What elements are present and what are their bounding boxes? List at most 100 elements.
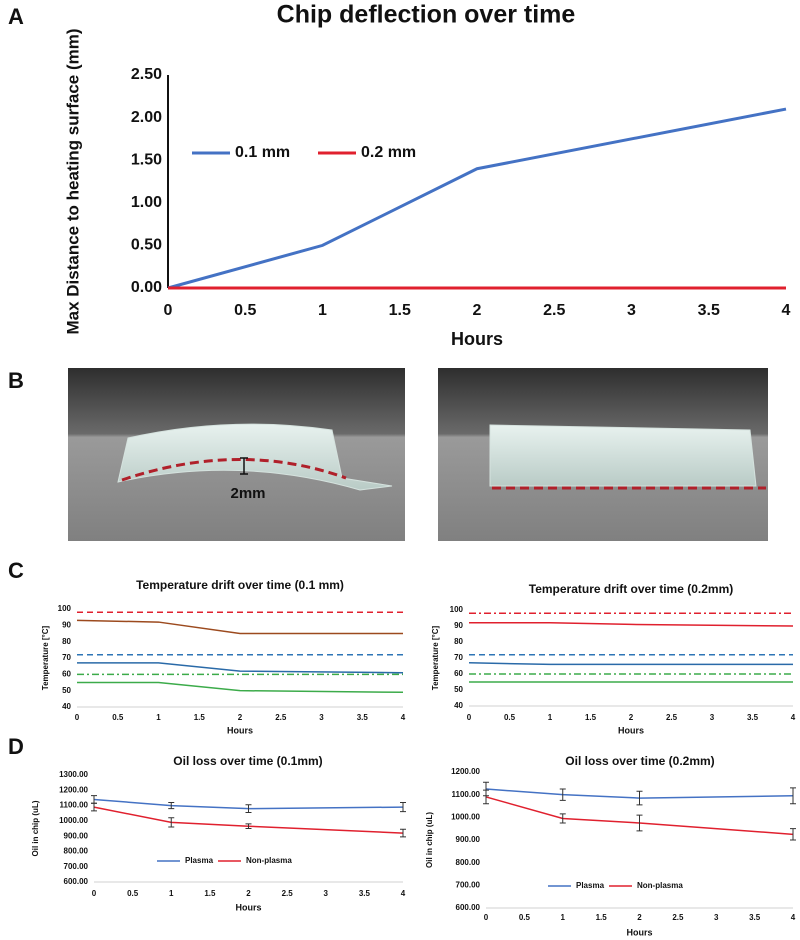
panel-label: C [8, 558, 24, 583]
x-tick-label: 2 [246, 889, 251, 898]
data-line [485, 788, 794, 799]
y-tick-label: 50 [62, 686, 71, 695]
y-axis-label: Max Distance to heating surface (mm) [63, 28, 82, 334]
y-tick-label: 80 [454, 637, 463, 646]
x-tick-label: 3 [627, 302, 636, 319]
x-tick-label: 4 [791, 913, 796, 922]
chart-title: Temperature drift over time (0.1 mm) [136, 578, 344, 592]
y-axis-label: Temperature [°C] [41, 625, 50, 690]
x-tick-label: 3.5 [749, 913, 761, 922]
photo-annotation: 2mm [230, 485, 265, 502]
y-tick-label: 1.00 [131, 194, 162, 211]
y-tick-label: 600.00 [456, 903, 481, 912]
x-tick-label: 4 [791, 713, 796, 722]
x-tick-label: 1 [156, 713, 161, 722]
y-tick-label: 0.00 [131, 279, 162, 296]
data-line [93, 806, 404, 834]
y-tick-label: 1.50 [131, 151, 162, 168]
y-tick-label: 1000.00 [59, 816, 88, 825]
chart-title: Oil loss over time (0.1mm) [173, 754, 322, 768]
x-tick-label: 2 [473, 302, 482, 319]
x-tick-label: 3.5 [357, 713, 369, 722]
y-tick-label: 60 [454, 669, 463, 678]
y-tick-label: 900.00 [456, 835, 481, 844]
data-line [167, 107, 787, 290]
error-bar [559, 788, 566, 801]
error-bar [168, 817, 175, 828]
x-tick-label: 0 [467, 713, 472, 722]
y-tick-label: 90 [454, 621, 463, 630]
y-tick-label: 800.00 [456, 858, 481, 867]
x-tick-label: 2 [637, 913, 642, 922]
x-tick-label: 2.5 [275, 713, 287, 722]
y-tick-label: 70 [62, 653, 71, 662]
y-tick-label: 1200.00 [59, 785, 88, 794]
y-tick-label: 700.00 [456, 880, 481, 889]
legend-label: 0.1 mm [235, 144, 290, 161]
y-tick-label: 800.00 [64, 847, 89, 856]
error-bar [400, 802, 406, 813]
x-tick-label: 0.5 [112, 713, 124, 722]
y-tick-label: 70 [454, 653, 463, 662]
x-axis-label: Hours [618, 725, 644, 735]
x-tick-label: 1.5 [194, 713, 206, 722]
x-tick-label: 3 [714, 913, 719, 922]
data-line [77, 681, 404, 694]
x-tick-label: 1.5 [585, 713, 597, 722]
legend-label: Plasma [185, 856, 214, 865]
x-tick-label: 2 [629, 713, 634, 722]
panel-label: D [8, 734, 24, 759]
y-tick-label: 1300.00 [59, 770, 88, 779]
y-tick-label: 80 [62, 637, 71, 646]
x-tick-label: 1.5 [389, 302, 411, 319]
y-axis-label: Oil in chip (uL) [425, 812, 434, 868]
x-tick-label: 1.5 [596, 913, 608, 922]
x-tick-label: 3.5 [698, 302, 720, 319]
error-bar [483, 789, 489, 805]
x-tick-label: 3 [319, 713, 324, 722]
data-line [468, 662, 793, 666]
x-tick-label: 1 [318, 302, 327, 319]
y-tick-label: 50 [454, 685, 463, 694]
legend-label: Non-plasma [246, 856, 292, 865]
y-tick-label: 40 [62, 702, 71, 711]
error-bar [790, 828, 796, 841]
x-tick-label: 2.5 [282, 889, 294, 898]
photo-curved-chip: 2mm [68, 368, 405, 541]
legend-label: 0.2 mm [361, 144, 416, 161]
x-tick-label: 3.5 [747, 713, 759, 722]
x-tick-label: 3 [324, 889, 329, 898]
x-tick-label: 0 [484, 913, 489, 922]
data-line [93, 798, 404, 810]
data-line [77, 662, 404, 674]
x-tick-label: 1 [169, 889, 174, 898]
data-line [485, 796, 794, 836]
chart-title: Oil loss over time (0.2mm) [565, 754, 714, 768]
y-axis-label: Oil in chip (uL) [31, 800, 40, 856]
error-bar [168, 802, 175, 810]
legend-label: Non-plasma [637, 881, 683, 890]
x-axis-label: Hours [227, 725, 253, 735]
x-tick-label: 1 [548, 713, 553, 722]
chart-title: Temperature drift over time (0.2mm) [529, 582, 734, 596]
x-tick-label: 3.5 [359, 889, 371, 898]
x-axis-label: Hours [451, 329, 503, 349]
y-tick-label: 100 [450, 605, 464, 614]
x-axis-label: Hours [235, 902, 261, 912]
x-tick-label: 0.5 [127, 889, 139, 898]
x-tick-label: 0.5 [519, 913, 531, 922]
y-axis-label: Temperature [°C] [431, 625, 440, 690]
x-tick-label: 0 [164, 302, 173, 319]
x-tick-label: 2.5 [666, 713, 678, 722]
legend-label: Plasma [576, 881, 605, 890]
y-tick-label: 100 [58, 604, 72, 613]
error-bar [636, 790, 643, 806]
error-bar [245, 804, 252, 813]
x-tick-label: 0.5 [234, 302, 256, 319]
x-axis-label: Hours [626, 927, 652, 937]
error-bar [245, 823, 252, 829]
y-tick-label: 90 [62, 620, 71, 629]
x-tick-label: 2 [238, 713, 243, 722]
x-tick-label: 4 [401, 889, 406, 898]
